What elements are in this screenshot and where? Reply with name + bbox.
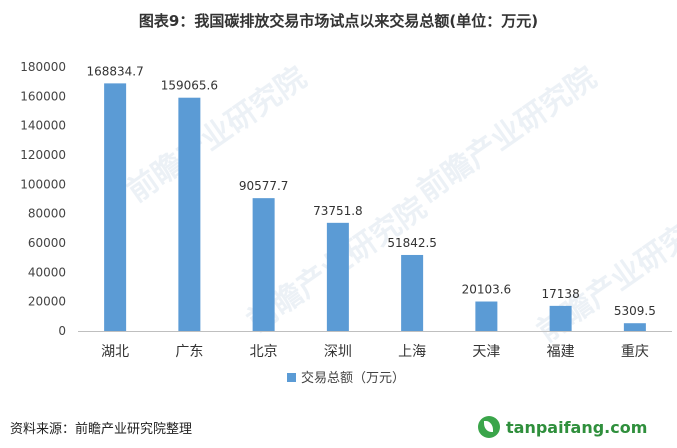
data-label: 168834.7 xyxy=(86,64,143,78)
data-label: 51842.5 xyxy=(387,236,437,250)
y-tick-label: 160000 xyxy=(20,89,66,103)
y-tick-label: 80000 xyxy=(28,207,66,221)
bar xyxy=(104,83,127,332)
leaf-icon xyxy=(478,416,500,438)
y-tick-label: 140000 xyxy=(20,119,66,133)
data-label: 17138 xyxy=(542,287,580,301)
x-tick-label: 深圳 xyxy=(324,344,352,360)
y-tick-label: 40000 xyxy=(28,265,66,279)
bar xyxy=(401,254,424,331)
y-tick-label: 0 xyxy=(58,324,66,338)
x-tick-label: 广东 xyxy=(175,344,203,360)
data-label: 159065.6 xyxy=(161,79,218,93)
site-logo: tanpaifang.com xyxy=(478,412,668,442)
bar xyxy=(475,301,498,331)
x-tick-label: 福建 xyxy=(547,344,575,360)
legend-label: 交易总额（万元） xyxy=(301,370,405,386)
bar xyxy=(178,97,201,331)
x-tick-label: 湖北 xyxy=(101,344,129,360)
bar xyxy=(623,323,646,331)
data-label: 73751.8 xyxy=(313,204,363,218)
x-tick-label: 上海 xyxy=(398,344,426,360)
source-note: 资料来源：前瞻产业研究院整理 xyxy=(10,422,193,437)
x-tick-label: 天津 xyxy=(472,344,500,360)
data-label: 5309.5 xyxy=(614,304,656,318)
data-label: 90577.7 xyxy=(239,179,289,193)
y-tick-label: 120000 xyxy=(20,148,66,162)
y-tick-label: 20000 xyxy=(28,295,66,309)
y-tick-label: 60000 xyxy=(28,236,66,250)
site-name: tanpaifang.com xyxy=(506,417,648,437)
bar xyxy=(549,305,572,331)
legend-swatch xyxy=(287,373,296,382)
x-tick-label: 重庆 xyxy=(621,344,649,360)
y-tick-label: 100000 xyxy=(20,177,66,191)
chart-title: 图表9：我国碳排放交易市场试点以来交易总额(单位：万元) xyxy=(138,12,539,30)
x-tick-label: 北京 xyxy=(250,344,278,360)
bar xyxy=(252,198,275,331)
y-tick-label: 180000 xyxy=(20,60,66,74)
bar xyxy=(326,222,349,331)
data-label: 20103.6 xyxy=(462,283,512,297)
